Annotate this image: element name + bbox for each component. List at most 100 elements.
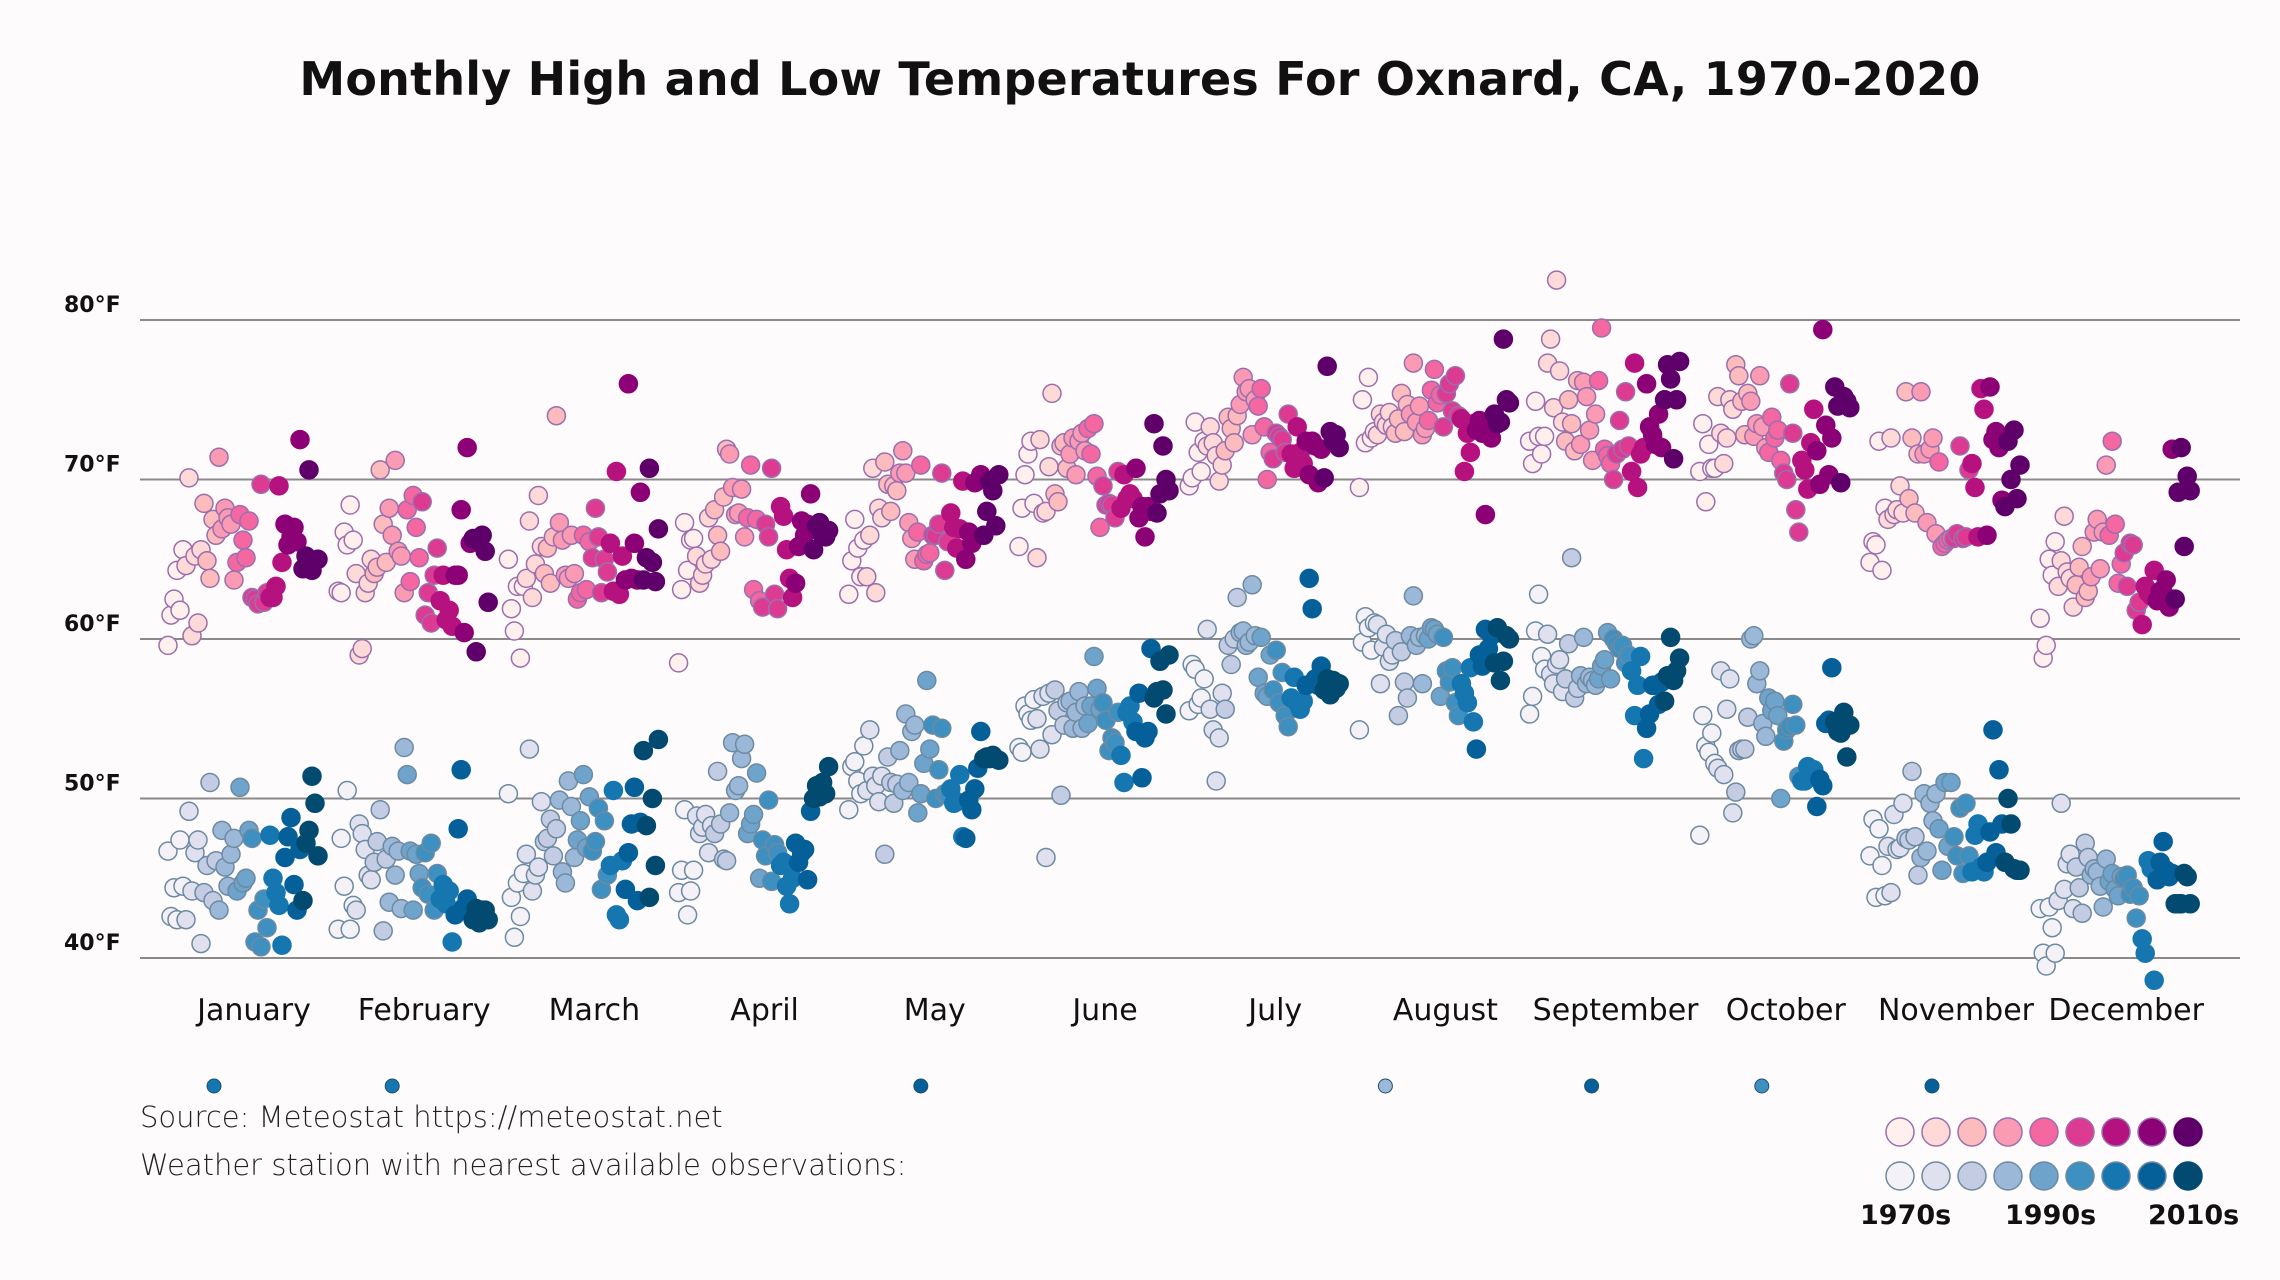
low-point xyxy=(707,761,728,782)
high-point xyxy=(269,476,289,496)
low-point xyxy=(585,831,606,852)
low-point xyxy=(1840,715,1860,735)
high-point xyxy=(606,461,627,482)
low-point xyxy=(2042,917,2062,938)
low-point xyxy=(242,828,262,849)
high-point xyxy=(1881,428,1901,448)
low-point xyxy=(519,739,540,759)
low-point xyxy=(561,796,582,817)
low-point xyxy=(1654,691,1675,711)
high-point xyxy=(331,582,351,603)
low-point xyxy=(639,887,660,908)
x-tick-label: September xyxy=(1533,993,1699,1028)
high-point xyxy=(454,622,474,643)
high-legend-swatch xyxy=(1993,1117,2023,1147)
low-point xyxy=(158,841,178,861)
high-point xyxy=(1588,370,1609,391)
high-point xyxy=(932,463,952,483)
low-point xyxy=(439,881,459,901)
low-point xyxy=(1837,747,1857,767)
high-point xyxy=(233,530,253,550)
high-point xyxy=(683,528,704,549)
high-point xyxy=(920,543,940,563)
low-point xyxy=(2010,860,2030,881)
low-point xyxy=(2093,897,2113,917)
high-point xyxy=(2007,488,2027,509)
low-point xyxy=(305,793,325,814)
station-marker xyxy=(1754,1078,1770,1094)
high-point xyxy=(1624,353,1645,373)
low-point xyxy=(1329,673,1349,694)
high-point xyxy=(2036,635,2056,656)
decade-legend xyxy=(1885,1117,2203,1191)
high-point xyxy=(2072,536,2092,557)
high-point xyxy=(707,525,728,546)
low-point xyxy=(302,766,322,786)
station-marker xyxy=(206,1078,222,1094)
low-point xyxy=(334,876,354,896)
high-point xyxy=(645,571,666,592)
low-point xyxy=(1012,742,1032,762)
low-point xyxy=(570,811,591,831)
y-tick-label: 60°F xyxy=(64,612,121,637)
high-point xyxy=(1475,504,1496,525)
low-point xyxy=(221,844,241,865)
high-point xyxy=(1135,527,1155,547)
high-point xyxy=(1615,382,1636,402)
low-point xyxy=(498,783,519,804)
low-legend-swatch xyxy=(1921,1161,1951,1191)
low-legend-swatch xyxy=(2065,1161,2095,1191)
high-point xyxy=(1144,413,1164,434)
low-point xyxy=(2126,908,2146,928)
low-point xyxy=(594,811,615,831)
high-point xyxy=(1531,444,1552,464)
low-point xyxy=(546,819,567,839)
high-point xyxy=(406,517,426,538)
low-point xyxy=(899,772,919,793)
high-point xyxy=(340,495,360,515)
high-point xyxy=(1669,351,1690,372)
low-point xyxy=(633,740,654,761)
high-point xyxy=(618,374,639,394)
high-point xyxy=(451,500,471,520)
high-point xyxy=(671,579,692,600)
low-point xyxy=(2135,943,2155,963)
low-legend-swatch xyxy=(1885,1161,1915,1191)
high-legend-swatch xyxy=(2173,1117,2203,1147)
high-point xyxy=(379,498,399,518)
low-legend-swatch xyxy=(2173,1161,2203,1191)
high-point xyxy=(1741,391,1761,412)
high-legend-swatch xyxy=(2101,1117,2131,1147)
low-point xyxy=(510,906,531,927)
high-point xyxy=(1789,522,1809,542)
high-point xyxy=(236,547,256,568)
low-point xyxy=(1573,627,1594,648)
high-point xyxy=(2123,535,2143,555)
low-point xyxy=(1493,651,1514,672)
high-point xyxy=(290,429,310,450)
low-point xyxy=(971,721,991,742)
high-point xyxy=(287,531,307,552)
x-tick-label: April xyxy=(730,993,799,1028)
high-point xyxy=(1965,477,1985,498)
high-point xyxy=(224,570,244,590)
high-point xyxy=(1147,503,1167,523)
low-point xyxy=(875,844,895,865)
high-point xyxy=(1493,329,1514,349)
high-point xyxy=(498,549,519,570)
high-point xyxy=(803,539,824,560)
low-point xyxy=(403,900,423,920)
y-axis-ticks: 40°F 50°F 60°F 70°F 80°F xyxy=(64,293,121,956)
low-point xyxy=(2001,814,2021,834)
high-point xyxy=(839,584,859,605)
high-point xyxy=(540,573,561,593)
low-point xyxy=(1394,672,1415,692)
low-point xyxy=(281,807,301,828)
high-point xyxy=(989,464,1009,485)
low-point xyxy=(1349,720,1370,740)
low-point xyxy=(1215,699,1235,719)
low-point xyxy=(743,804,764,825)
high-point xyxy=(845,509,865,530)
low-point xyxy=(929,760,949,780)
